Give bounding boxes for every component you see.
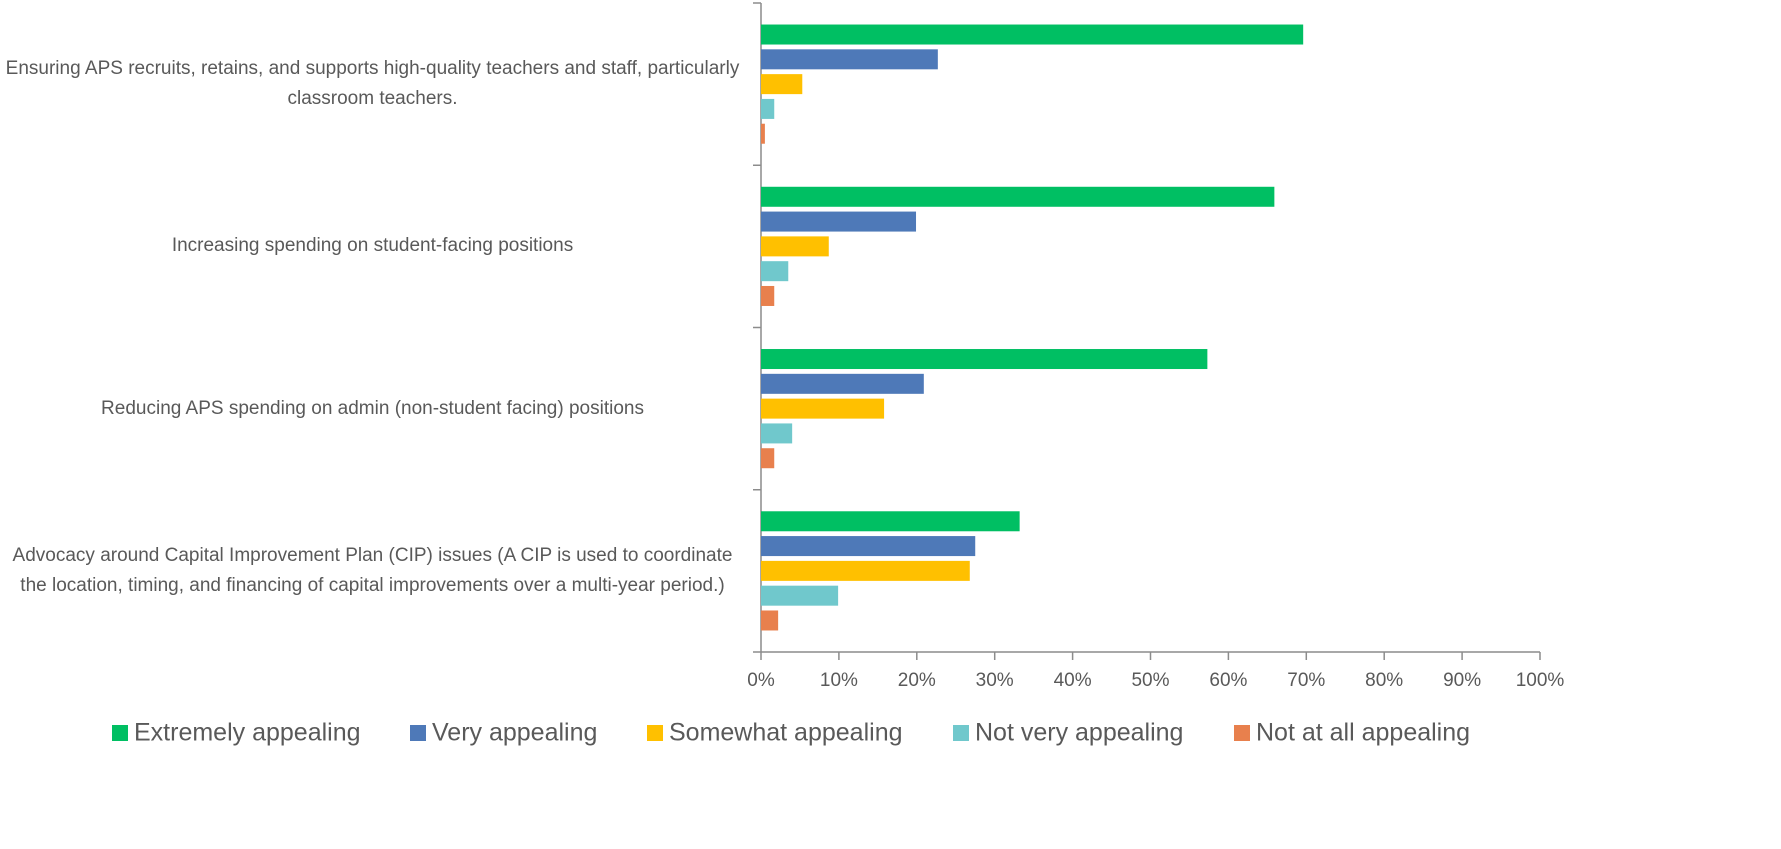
- legend-swatch: [410, 725, 426, 741]
- legend-label: Somewhat appealing: [669, 719, 903, 747]
- legend-label: Not at all appealing: [1256, 719, 1470, 747]
- legend-label: Very appealing: [432, 719, 597, 747]
- legend-swatch: [647, 725, 663, 741]
- bar: [761, 186, 1275, 207]
- x-tick-label: 20%: [898, 670, 936, 691]
- bar: [761, 448, 775, 469]
- bar: [761, 74, 803, 95]
- x-tick-label: 40%: [1054, 670, 1092, 691]
- bar: [761, 536, 976, 557]
- x-tick-label: 100%: [1516, 670, 1565, 691]
- x-tick-label: 10%: [820, 670, 858, 691]
- category-label: Ensuring APS recruits, retains, and supp…: [5, 58, 740, 110]
- bar: [761, 236, 829, 257]
- bar: [761, 98, 775, 119]
- category-label: Increasing spending on student-facing po…: [171, 235, 574, 257]
- bar: [761, 610, 779, 631]
- bar: [761, 560, 970, 581]
- x-tick-label: 0%: [747, 670, 775, 691]
- bar: [761, 511, 1020, 532]
- bar: [761, 211, 917, 232]
- legend-swatch: [112, 725, 128, 741]
- legend-label: Not very appealing: [975, 719, 1183, 747]
- x-tick-label: 60%: [1209, 670, 1247, 691]
- category-label: Reducing APS spending on admin (non-stud…: [101, 397, 644, 419]
- bar: [761, 398, 885, 419]
- bar: [761, 349, 1208, 370]
- x-tick-label: 80%: [1365, 670, 1403, 691]
- bar: [761, 373, 924, 394]
- x-tick-label: 50%: [1131, 670, 1169, 691]
- category-label: Advocacy around Capital Improvement Plan…: [12, 544, 733, 596]
- x-tick-label: 90%: [1443, 670, 1481, 691]
- legend-swatch: [953, 725, 969, 741]
- bar: [761, 24, 1304, 45]
- x-tick-label: 70%: [1287, 670, 1325, 691]
- x-tick-label: 30%: [976, 670, 1014, 691]
- bar: [761, 261, 789, 282]
- legend-swatch: [1234, 725, 1250, 741]
- bar: [761, 423, 793, 444]
- bar: [761, 49, 938, 70]
- bar: [761, 123, 765, 144]
- legend-label: Extremely appealing: [134, 719, 361, 747]
- bar: [761, 285, 775, 306]
- bar: [761, 585, 839, 606]
